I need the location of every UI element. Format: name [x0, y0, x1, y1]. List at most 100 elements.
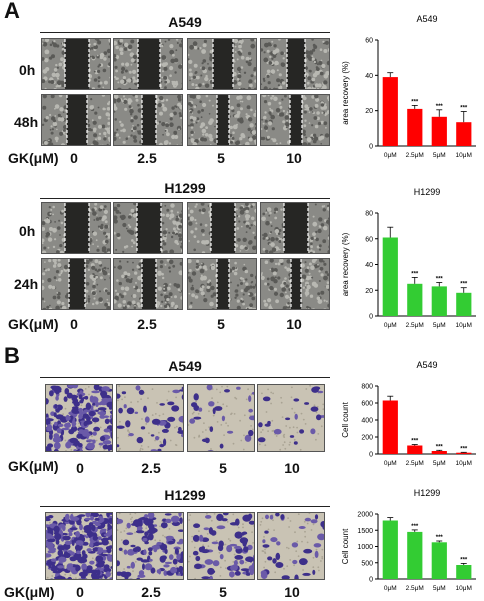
y-tick-label: 60 [365, 236, 373, 243]
x-tick-label: 2.5μM [406, 460, 424, 467]
wound-micrograph [260, 202, 330, 254]
x-tick-label: 2.5μM [406, 585, 424, 592]
group-title-h1299-transwell: H1299 [164, 487, 206, 503]
conc-label-5: 5 [217, 316, 225, 332]
significance-label: *** [436, 104, 444, 110]
bar [407, 445, 423, 454]
y-tick-label: 40 [365, 262, 373, 269]
y-tick-label: 0 [369, 577, 373, 584]
transwell-micrograph [45, 384, 113, 452]
chart-title: A549 [416, 360, 437, 370]
group-title-h1299-wound: H1299 [164, 180, 206, 196]
bar [456, 122, 472, 146]
bar [431, 451, 447, 454]
bar [431, 116, 447, 146]
wound-micrograph [113, 258, 183, 310]
x-tick-label: 5μM [433, 585, 446, 592]
bar [382, 400, 398, 454]
conc-label-10: 10 [284, 584, 300, 600]
x-tick-label: 10μM [456, 152, 472, 159]
bar [407, 283, 423, 316]
y-tick-label: 0 [369, 314, 373, 321]
transwell-micrograph [45, 512, 113, 580]
wound-micrograph [260, 258, 330, 310]
bar [407, 531, 423, 579]
bar [431, 542, 447, 579]
bar [407, 108, 423, 146]
transwell-micrograph [116, 384, 184, 452]
significance-label: *** [411, 99, 419, 105]
x-tick-label: 0μM [384, 585, 397, 592]
row-label-0h: 0h [19, 223, 36, 239]
wound-micrograph [113, 38, 183, 90]
chart-h1299-area-recovery: H1299 area recovery (%) 0 20 40 60 80 0μM *** 2.5… [341, 187, 476, 329]
conc-label-0: 0 [70, 150, 78, 166]
x-tick-label: 2.5μM [406, 322, 424, 329]
panel-letter-b: B [4, 343, 20, 368]
conc-label-0: 0 [70, 316, 78, 332]
x-tick-label: 5μM [433, 460, 446, 467]
chart-a549-cell-count: A549 Cell count 0 200 400 600 800 0μM *** 2.5μM **… [341, 360, 476, 467]
y-tick-label: 60 [365, 38, 373, 45]
wound-micrograph [187, 258, 257, 310]
group-title-a549-wound: A549 [168, 14, 202, 30]
gk-label: GK(μM) [8, 316, 59, 332]
y-tick-label: 20 [365, 288, 373, 295]
bar [382, 237, 398, 316]
gk-label: GK(μM) [8, 150, 59, 166]
wound-micrograph [113, 202, 183, 254]
conc-label-0: 0 [76, 584, 84, 600]
y-axis-label: area recovery (%) [341, 232, 350, 296]
conc-label-2-5: 2.5 [137, 316, 157, 332]
y-axis-label: Cell count [341, 528, 350, 564]
x-tick-label: 10μM [456, 460, 472, 467]
significance-label: *** [460, 557, 468, 563]
wound-micrograph [41, 94, 111, 146]
group-rule [40, 506, 330, 507]
x-tick-label: 10μM [456, 322, 472, 329]
significance-label: *** [460, 106, 468, 112]
significance-label: *** [411, 524, 419, 530]
x-tick-label: 2.5μM [406, 152, 424, 159]
bar [456, 565, 472, 579]
y-tick-label: 40 [365, 73, 373, 80]
conc-label-2-5: 2.5 [141, 584, 161, 600]
bar [456, 292, 472, 316]
significance-label: *** [460, 282, 468, 288]
bar [456, 452, 472, 454]
significance-label: *** [436, 444, 444, 450]
x-tick-label: 5μM [433, 152, 446, 159]
wound-micrograph [187, 38, 257, 90]
transwell-micrograph [257, 512, 325, 580]
chart-title: H1299 [414, 187, 441, 197]
y-tick-label: 800 [361, 384, 373, 391]
significance-label: *** [460, 446, 468, 452]
y-tick-label: 1500 [357, 528, 373, 535]
group-title-a549-transwell: A549 [168, 358, 202, 374]
conc-label-0: 0 [76, 460, 84, 476]
conc-label-10: 10 [284, 460, 300, 476]
conc-label-2-5: 2.5 [141, 460, 161, 476]
x-tick-label: 0μM [384, 152, 397, 159]
y-tick-label: 400 [361, 418, 373, 425]
significance-label: *** [411, 439, 419, 445]
y-tick-label: 600 [361, 401, 373, 408]
conc-label-5: 5 [219, 584, 227, 600]
chart-title: A549 [416, 14, 437, 24]
y-tick-label: 500 [361, 560, 373, 567]
transwell-micrograph [187, 384, 255, 452]
row-label-0h: 0h [19, 62, 36, 78]
chart-a549-area-recovery: A549 area recovery (%) 0 20 40 60 0μM *** 2.5μM *… [341, 14, 476, 159]
y-axis-label: Cell count [341, 401, 350, 437]
chart-title: H1299 [414, 488, 441, 498]
wound-micrograph [187, 94, 257, 146]
y-tick-label: 80 [365, 211, 373, 218]
bar [382, 520, 398, 579]
wound-micrograph [41, 258, 111, 310]
y-tick-label: 2000 [357, 512, 373, 519]
x-tick-label: 5μM [433, 322, 446, 329]
transwell-micrograph [116, 512, 184, 580]
x-tick-label: 0μM [384, 460, 397, 467]
panel-letter-a: A [4, 0, 20, 23]
y-tick-label: 1000 [357, 544, 373, 551]
